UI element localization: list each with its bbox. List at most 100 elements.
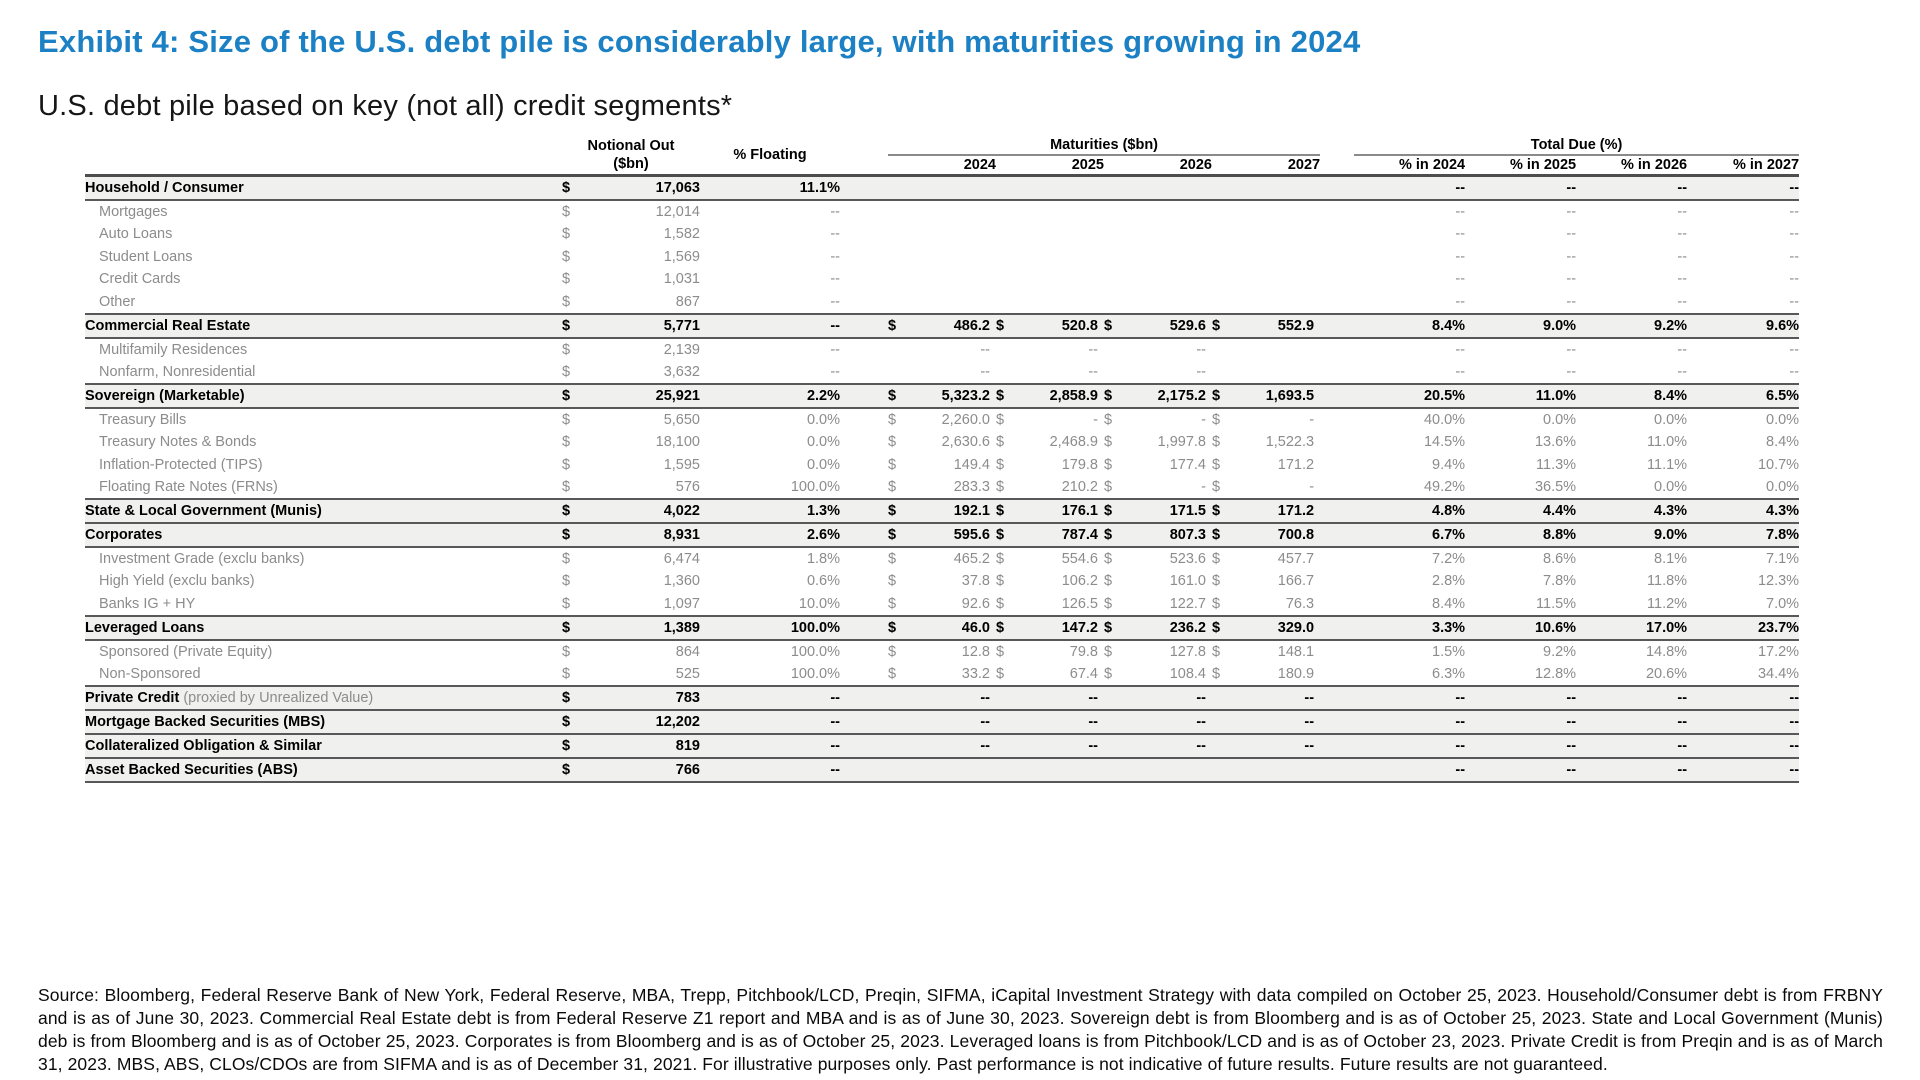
maturity-value-2025: --	[1016, 684, 1104, 711]
maturity-currency-sign-2024	[888, 290, 908, 314]
header-notional-line1: Notional Out	[587, 138, 675, 154]
maturity-currency-sign-2027: $	[1212, 662, 1232, 686]
pct-due-2027: 0.0%	[1687, 407, 1800, 431]
pct-due-2027: 7.8%	[1687, 521, 1800, 548]
maturity-value-2024	[908, 756, 996, 783]
notional-currency-sign: $	[562, 453, 585, 476]
pct-due-2026: --	[1576, 223, 1688, 246]
header-year-2024: 2024	[888, 155, 996, 177]
pct-due-2026: --	[1576, 337, 1688, 361]
notional-value: 12,202	[585, 708, 700, 735]
header-totaldue-group: Total Due (%)	[1354, 136, 1800, 156]
table-row: Commercial Real Estate $5,771 -- $486.2 $520…	[85, 312, 1800, 339]
maturity-value-2025: 79.8	[1016, 639, 1104, 663]
maturity-currency-sign-2024	[888, 756, 908, 783]
spacer-cell	[840, 614, 888, 641]
notional-currency-sign: $	[562, 245, 585, 269]
pct-due-2024: 6.3%	[1354, 662, 1466, 686]
maturity-value-2025	[1016, 223, 1104, 246]
header-year-row: 2024 2025 2026 2027 % in 2024 % in 2025 …	[85, 155, 1800, 177]
maturity-currency-sign-2025: $	[996, 614, 1016, 641]
pct-due-2026: --	[1576, 756, 1688, 783]
maturity-currency-sign-2026	[1104, 174, 1124, 201]
notional-currency-sign: $	[562, 732, 585, 759]
notional-value: 576	[585, 475, 700, 499]
notional-currency-sign: $	[562, 497, 585, 524]
floating-value: 100.0%	[700, 475, 840, 499]
maturity-value-2027: 700.8	[1232, 521, 1321, 548]
maturity-currency-sign-2025: $	[996, 453, 1016, 476]
spacer-cell	[840, 497, 888, 524]
maturity-currency-sign-2026: $	[1104, 521, 1124, 548]
maturity-value-2024: 192.1	[908, 497, 996, 524]
maturity-value-2024	[908, 174, 996, 201]
spacer-cell	[840, 684, 888, 711]
floating-value: --	[700, 200, 840, 223]
pct-due-2025: --	[1465, 732, 1577, 759]
notional-value: 783	[585, 684, 700, 711]
maturity-value-2025	[1016, 200, 1104, 223]
pct-due-2026: --	[1576, 268, 1688, 291]
spacer-cell	[840, 662, 888, 686]
pct-due-2024: --	[1354, 756, 1466, 783]
pct-due-2024: 1.5%	[1354, 639, 1466, 663]
maturity-value-2026: 127.8	[1124, 639, 1212, 663]
pct-due-2026: 11.0%	[1576, 430, 1688, 454]
maturity-value-2026	[1124, 245, 1212, 269]
floating-value: 0.0%	[700, 430, 840, 454]
notional-currency-sign: $	[562, 290, 585, 314]
table-row: Mortgage Backed Securities (MBS) $12,202-…	[85, 708, 1800, 735]
maturity-value-2027: 76.3	[1232, 592, 1321, 616]
maturity-currency-sign-2027	[1212, 290, 1232, 314]
table-row: Mortgages $12,014 -- -- -- -- --	[85, 200, 1800, 223]
debt-table: Notional Out ($bn) % Floating Maturities…	[85, 136, 1800, 783]
spacer-cell	[840, 312, 888, 339]
floating-value: 100.0%	[700, 662, 840, 686]
maturity-value-2027: 180.9	[1232, 662, 1321, 686]
spacer-cell	[1320, 430, 1355, 454]
maturity-currency-sign-2024	[888, 708, 908, 735]
maturity-value-2024: 486.2	[908, 312, 996, 339]
table-row: State & Local Government (Munis) $4,022 1.…	[85, 497, 1800, 524]
row-label: Household / Consumer	[85, 174, 562, 201]
maturity-value-2025: --	[1016, 360, 1104, 384]
pct-due-2026: 11.2%	[1576, 592, 1688, 616]
pct-due-2027: 9.6%	[1687, 312, 1800, 339]
maturity-value-2024	[908, 223, 996, 246]
pct-due-2027: --	[1687, 245, 1800, 269]
pct-due-2024: 14.5%	[1354, 430, 1466, 454]
spacer-cell	[1320, 312, 1355, 339]
pct-due-2027: 6.5%	[1687, 382, 1800, 409]
notional-value: 18,100	[585, 430, 700, 454]
maturity-currency-sign-2025: $	[996, 475, 1016, 499]
maturity-currency-sign-2027: $	[1212, 614, 1232, 641]
maturity-currency-sign-2027	[1212, 200, 1232, 223]
maturity-value-2024: 12.8	[908, 639, 996, 663]
pct-due-2026: --	[1576, 245, 1688, 269]
pct-due-2027: 7.0%	[1687, 592, 1800, 616]
maturity-value-2026: 161.0	[1124, 569, 1212, 593]
maturity-currency-sign-2027	[1212, 174, 1232, 201]
maturity-value-2024: --	[908, 337, 996, 361]
maturity-currency-sign-2025: $	[996, 312, 1016, 339]
floating-value: --	[700, 245, 840, 269]
notional-currency-sign: $	[562, 430, 585, 454]
spacer-cell	[840, 521, 888, 548]
spacer-cell	[840, 360, 888, 384]
row-label: Auto Loans	[85, 223, 562, 246]
maturity-currency-sign-2024: $	[888, 453, 908, 476]
pct-due-2025: --	[1465, 174, 1577, 201]
table-row: Household / Consumer $17,063 11.1% -- -- -- --	[85, 174, 1800, 201]
maturity-value-2026: 236.2	[1124, 614, 1212, 641]
floating-value: --	[700, 268, 840, 291]
spacer-cell	[1320, 684, 1355, 711]
maturity-value-2026: --	[1124, 337, 1212, 361]
pct-due-2025: 7.8%	[1465, 569, 1577, 593]
maturity-value-2025	[1016, 290, 1104, 314]
maturity-currency-sign-2027: $	[1212, 475, 1232, 499]
maturity-currency-sign-2026: $	[1104, 382, 1124, 409]
spacer-cell	[840, 382, 888, 409]
pct-due-2026: 9.2%	[1576, 312, 1688, 339]
spacer-cell	[840, 268, 888, 291]
maturity-currency-sign-2024: $	[888, 312, 908, 339]
